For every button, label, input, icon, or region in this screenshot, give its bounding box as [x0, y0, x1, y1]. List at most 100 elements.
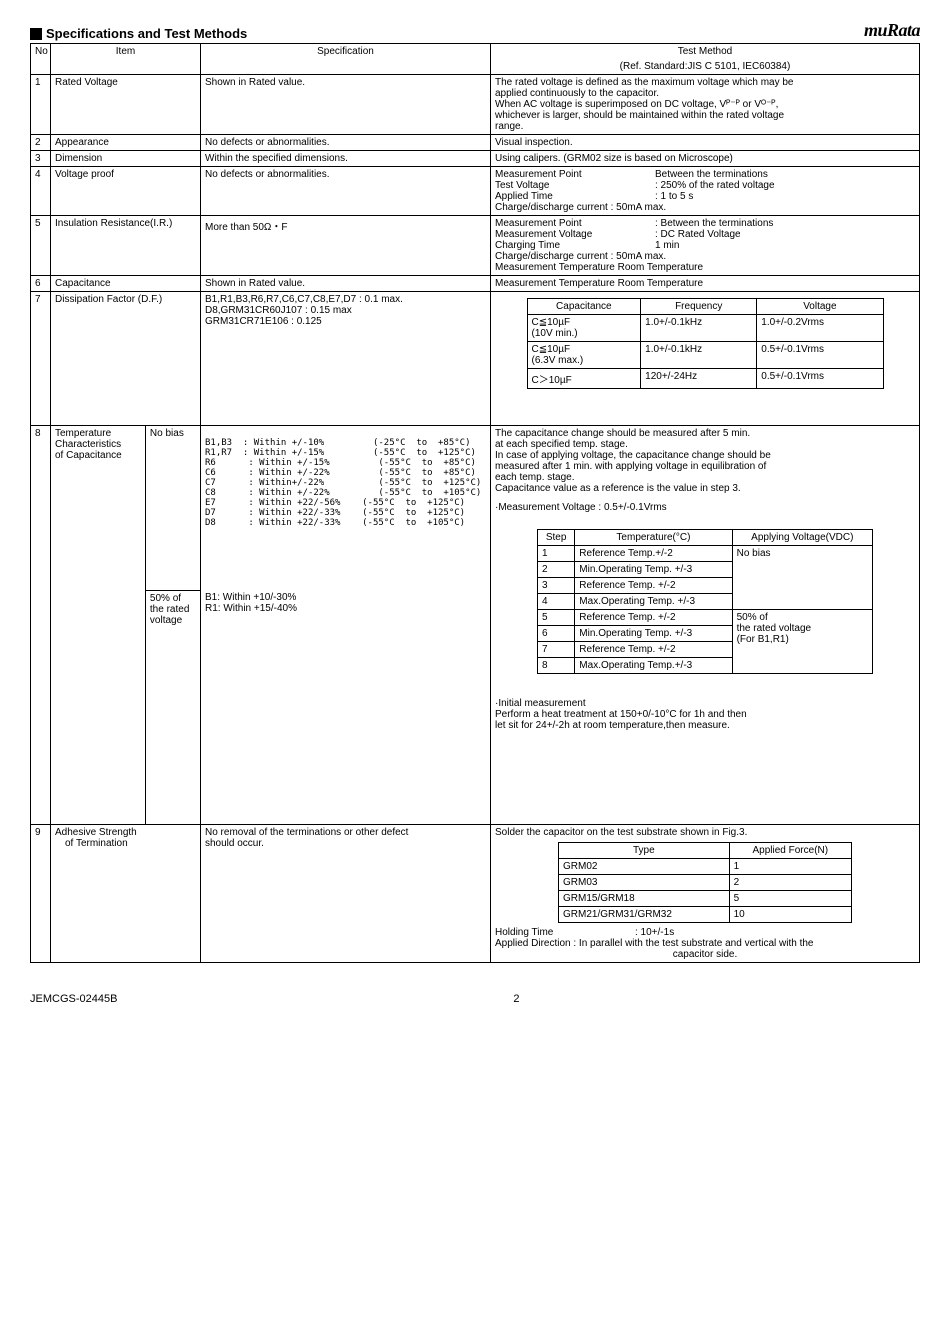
r3-item: Dimension	[51, 151, 201, 167]
r7-r1c2: 1.0+/-0.1kHz	[641, 315, 757, 342]
r4-t3b: : 1 to 5 s	[655, 191, 693, 202]
r4-t1a: Measurement Point	[495, 169, 655, 180]
r8st4a: 4	[538, 594, 575, 610]
r7-s1: B1,R1,B3,R6,R7,C6,C7,C8,E7,D7 : 0.1 max.	[205, 294, 486, 305]
title-block: Specifications and Test Methods	[30, 26, 247, 41]
r8-il3: of Capacitance	[55, 450, 122, 461]
r8st-h3: Applying Voltage(VDC)	[732, 530, 872, 546]
r8sa8: D7 : Within +22/-33% (-55°C to +125°C)	[205, 508, 465, 518]
r2-spec: No defects or abnormalities.	[201, 135, 491, 151]
r4-spec: No defects or abnormalities.	[201, 167, 491, 216]
r9-item: Adhesive Strength of Termination	[51, 825, 201, 963]
r4-t4: Charge/discharge current : 50mA max.	[495, 202, 915, 213]
r7-test: Capacitance Frequency Voltage C≦10µF(10V…	[491, 292, 920, 426]
r1-t1: The rated voltage is defined as the maxi…	[495, 77, 915, 88]
r5-t1a: Measurement Point	[495, 218, 655, 229]
r8-tt7: ·Measurement Voltage : 0.5+/-0.1Vrms	[495, 502, 915, 513]
row-3: 3 Dimension Within the specified dimensi…	[31, 151, 920, 167]
r9h1: Type	[559, 843, 730, 859]
r4-no: 4	[31, 167, 51, 216]
r5-spec: More than 50Ω・F	[201, 216, 491, 276]
r8st7b: Reference Temp. +/-2	[575, 642, 732, 658]
r8st3a: 3	[538, 578, 575, 594]
r8sa9: D8 : Within +22/-33% (-55°C to +105°C)	[205, 518, 465, 528]
r5-t1: Measurement Point: Between the terminati…	[495, 218, 915, 229]
r9r4a: GRM21/GRM31/GRM32	[559, 907, 730, 923]
r8st1b: Reference Temp.+/-2	[575, 546, 732, 562]
r5-t2: Measurement Voltage: DC Rated Voltage	[495, 229, 915, 240]
r8sa6: C8 : Within +/-22% (-55°C to +105°C)	[205, 488, 481, 498]
r8-tt3: In case of applying voltage, the capacit…	[495, 450, 915, 461]
th-spec: Specification	[201, 44, 491, 75]
page-title: Specifications and Test Methods	[46, 26, 247, 41]
r8-b50b: the rated	[150, 604, 189, 615]
r8sa7: E7 : Within +22/-56% (-55°C to +125°C)	[205, 498, 465, 508]
r9r3b: 5	[729, 891, 851, 907]
r7-h1: Capacitance	[527, 299, 641, 315]
r8-tt5: each temp. stage.	[495, 472, 915, 483]
r9r3a: GRM15/GRM18	[559, 891, 730, 907]
r9t2a: Holding Time	[495, 927, 635, 938]
r1-no: 1	[31, 75, 51, 135]
row-8: 8 Temperature Characteristics of Capacit…	[31, 426, 920, 825]
r5-t4: Charge/discharge current : 50mA max.	[495, 251, 915, 262]
r2-no: 2	[31, 135, 51, 151]
footer: JEMCGS-02445B 2	[30, 993, 920, 1005]
r3-spec: Within the specified dimensions.	[201, 151, 491, 167]
r8-no: 8	[31, 426, 51, 825]
r7-r2c1b: (6.3V max.)	[532, 355, 584, 366]
r6-spec: Shown in Rated value.	[201, 276, 491, 292]
r8sa4: C6 : Within +/-22% (-55°C to +85°C)	[205, 468, 476, 478]
r8st-v50: 50% ofthe rated voltage(For B1,R1)	[732, 610, 872, 674]
row-9: 9 Adhesive Strength of Termination No re…	[31, 825, 920, 963]
r8-item: Temperature Characteristics of Capacitan…	[51, 426, 201, 825]
r8-il2: Characteristics	[55, 439, 121, 450]
r8-b50c: voltage	[150, 615, 182, 626]
r8st-h2: Temperature(°C)	[575, 530, 732, 546]
r4-t1: Measurement PointBetween the termination…	[495, 169, 915, 180]
r8-spec-b: B1: Within +10/-30% R1: Within +15/-40%	[201, 590, 490, 824]
th-item: Item	[51, 44, 201, 75]
row-2: 2 Appearance No defects or abnormalities…	[31, 135, 920, 151]
th-test-sub: (Ref. Standard:JIS C 5101, IEC60384)	[491, 59, 920, 75]
r8-item-right-b: 50% of the rated voltage	[145, 590, 200, 824]
row-4: 4 Voltage proof No defects or abnormalit…	[31, 167, 920, 216]
r8-tb3: let sit for 24+/-2h at room temperature,…	[495, 720, 915, 731]
r9-t3: Applied Direction : In parallel with the…	[495, 938, 915, 949]
r8-tb1: ·Initial measurement	[495, 698, 915, 709]
r8sa2: R1,R7 : Within +/-15% (-55°C to +125°C)	[205, 448, 476, 458]
r7-h3: Voltage	[757, 299, 883, 315]
r8st5a: 5	[538, 610, 575, 626]
r8v50b: the rated voltage	[737, 623, 812, 634]
r8-tt2: at each specified temp. stage.	[495, 439, 915, 450]
r7-r2c2: 1.0+/-0.1kHz	[641, 342, 757, 369]
r9r2b: 2	[729, 875, 851, 891]
r4-t2a: Test Voltage	[495, 180, 655, 191]
r8sb2: R1: Within +15/-40%	[205, 603, 297, 614]
r4-test: Measurement PointBetween the termination…	[491, 167, 920, 216]
header-row: Specifications and Test Methods muRata	[30, 20, 920, 41]
r5-t2b: : DC Rated Voltage	[655, 229, 741, 240]
r4-item: Voltage proof	[51, 167, 201, 216]
r1-t4: whichever is larger, should be maintaine…	[495, 110, 915, 121]
r9r4b: 10	[729, 907, 851, 923]
r8sa5: C7 : Within+/-22% (-55°C to +125°C)	[205, 478, 481, 488]
footer-left: JEMCGS-02445B	[30, 993, 117, 1005]
r7-r1c3: 1.0+/-0.2Vrms	[757, 315, 883, 342]
r8-b50a: 50% of	[150, 593, 181, 604]
footer-right: 2	[513, 993, 519, 1005]
r9r1a: GRM02	[559, 859, 730, 875]
row-5: 5 Insulation Resistance(I.R.) More than …	[31, 216, 920, 276]
r9h2: Applied Force(N)	[729, 843, 851, 859]
r8-spec-inner: B1,B3 : Within +/-10% (-25°C to +85°C) R…	[201, 426, 490, 824]
r6-test: Measurement Temperature Room Temperature	[491, 276, 920, 292]
r4-t2b: : 250% of the rated voltage	[655, 180, 775, 191]
r8v50c: (For B1,R1)	[737, 634, 789, 645]
r8-il1: Temperature	[55, 428, 111, 439]
r8-item-inner: Temperature Characteristics of Capacitan…	[51, 426, 200, 824]
r8-tt1: The capacitance change should be measure…	[495, 428, 915, 439]
r9-spec: No removal of the terminations or other …	[201, 825, 491, 963]
r8-tb2: Perform a heat treatment at 150+0/-10°C …	[495, 709, 915, 720]
r5-t2a: Measurement Voltage	[495, 229, 655, 240]
r5-item: Insulation Resistance(I.R.)	[51, 216, 201, 276]
